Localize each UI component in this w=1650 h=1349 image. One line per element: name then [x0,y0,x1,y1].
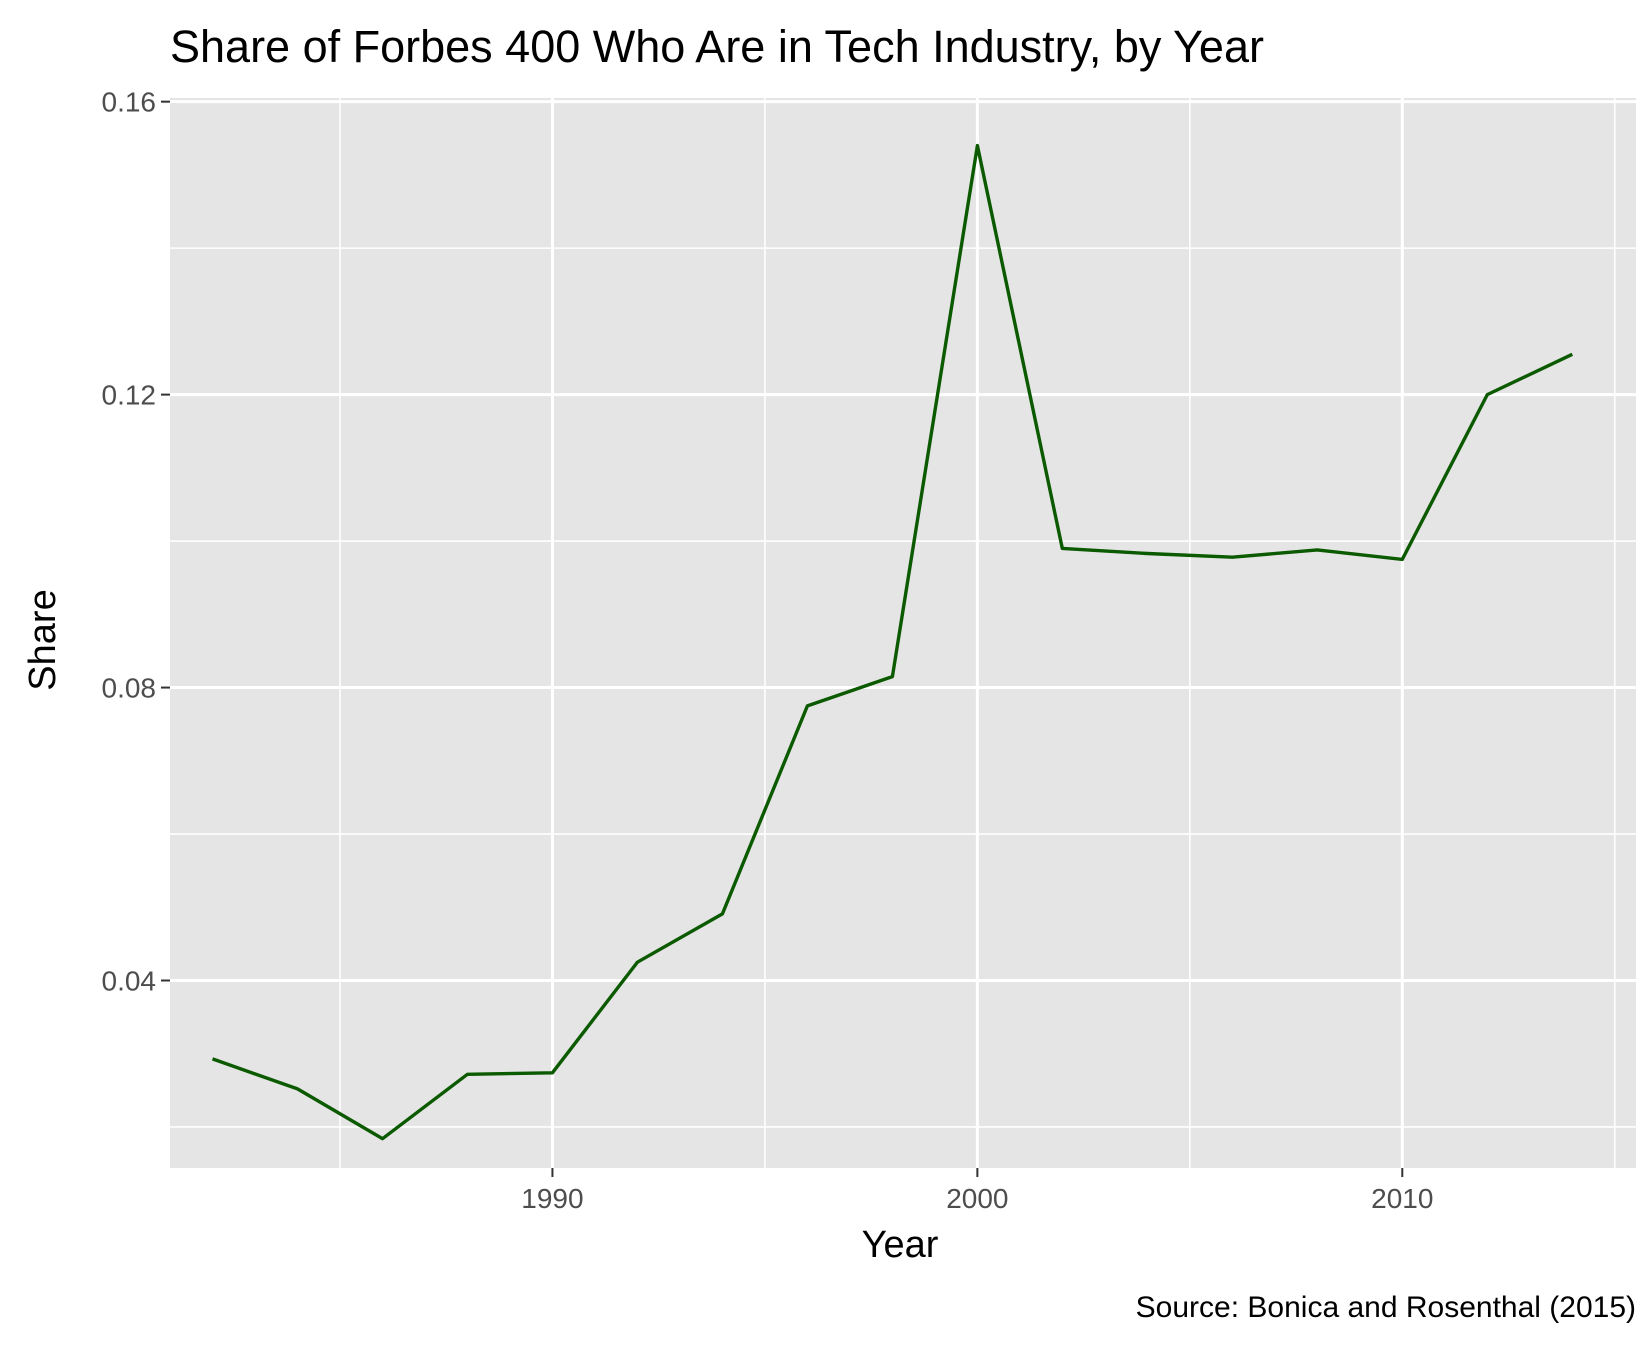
x-tick-label: 1990 [521,1183,583,1214]
axis-ticks [161,100,1404,1177]
x-tick-label: 2000 [946,1183,1008,1214]
y-tick-label: 0.16 [102,87,157,118]
chart-title: Share of Forbes 400 Who Are in Tech Indu… [170,21,1264,72]
x-tick-label: 2010 [1371,1183,1433,1214]
y-axis-title: Share [22,589,64,690]
x-axis-title: Year [862,1224,939,1266]
tick-labels: 1990 2000 2010 0.04 0.08 0.12 0.16 [102,87,1434,1214]
major-gridlines [170,98,1636,1168]
y-tick-label: 0.12 [102,380,157,411]
y-tick-label: 0.08 [102,673,157,704]
series-layer [211,143,1574,1141]
y-tick-label: 0.04 [102,966,157,997]
minor-gridlines [170,98,1636,1168]
source-caption: Source: Bonica and Rosenthal (2015) [1136,1291,1636,1324]
plot-panel [170,98,1636,1168]
series-line [211,143,1574,1141]
